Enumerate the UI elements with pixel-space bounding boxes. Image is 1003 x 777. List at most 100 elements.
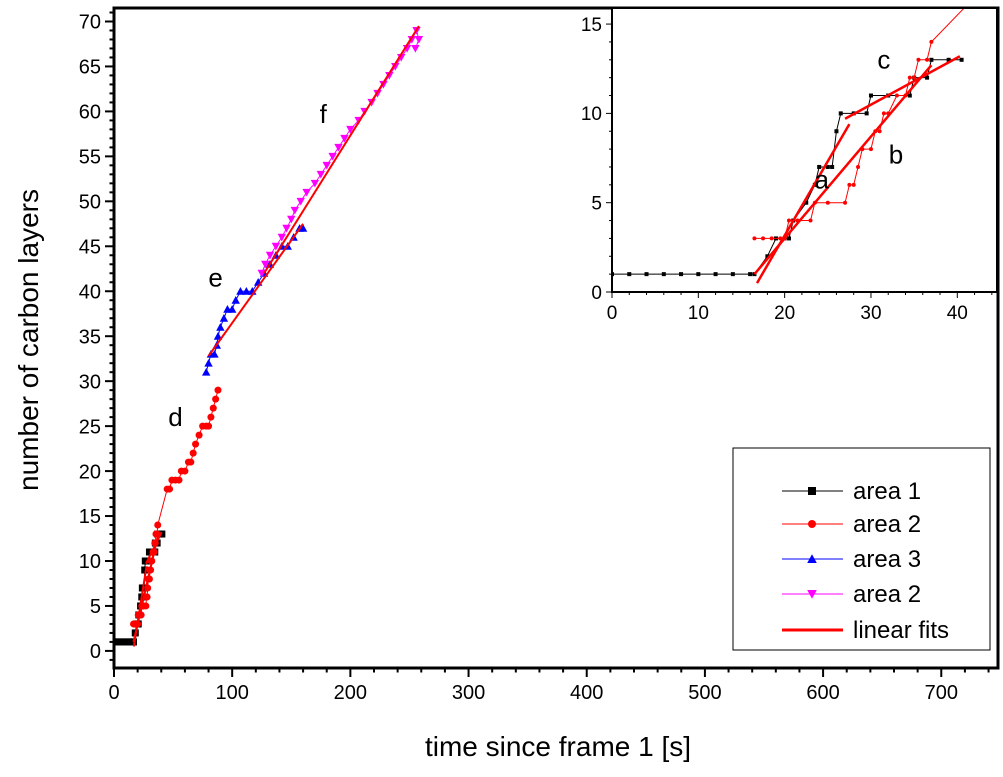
- y-tick-label: 45: [79, 236, 101, 258]
- y-tick-label: 40: [79, 281, 101, 303]
- data-point-series-2: [181, 467, 189, 475]
- y-tick-label: 35: [79, 326, 101, 348]
- x-tick-label: 0: [108, 682, 119, 704]
- data-point-series-1: [696, 272, 701, 277]
- legend-label: area 1: [853, 478, 921, 505]
- linear-fit-line: [207, 223, 304, 357]
- legend-label: linear fits: [853, 617, 949, 644]
- data-point-series-3: [298, 224, 308, 232]
- data-point-series-2: [847, 182, 852, 187]
- data-point-series-2: [187, 458, 195, 466]
- data-point-series-4: [287, 215, 296, 224]
- data-point-series-1: [786, 236, 791, 241]
- linear-fit-line: [132, 536, 159, 643]
- x-tick-label: 40: [947, 303, 968, 324]
- data-point-series-3: [219, 314, 229, 322]
- y-tick-label: 65: [79, 57, 101, 79]
- data-point-series-4: [340, 134, 349, 143]
- data-point-series-2: [769, 236, 774, 241]
- data-point-series-2: [868, 147, 873, 152]
- data-point-series-2: [825, 200, 830, 205]
- data-point-series-2: [209, 404, 217, 412]
- legend-marker: [808, 487, 816, 495]
- data-point-series-2: [752, 236, 757, 241]
- y-tick-label: 15: [79, 506, 101, 528]
- data-point-series-1: [661, 272, 666, 277]
- data-point-series-2: [843, 200, 848, 205]
- y-tick-label: 25: [79, 416, 101, 438]
- linear-fit-line: [145, 531, 163, 565]
- x-tick-label: 20: [774, 303, 795, 324]
- data-point-series-4: [282, 224, 291, 233]
- data-point-series-1: [140, 584, 148, 592]
- data-point-series-1: [713, 272, 718, 277]
- annotation-label-c: c: [877, 45, 890, 75]
- y-tick-label: 30: [79, 371, 101, 393]
- linear-fit-line: [263, 25, 420, 274]
- y-tick-label: 20: [79, 461, 101, 483]
- data-point-series-4: [414, 35, 424, 44]
- legend-marker: [808, 520, 816, 528]
- data-point-series-1: [627, 272, 632, 277]
- legend-label: area 3: [853, 546, 921, 573]
- x-tick-label: 300: [452, 682, 485, 704]
- annotation-label-e: e: [208, 263, 222, 293]
- data-point-series-4: [302, 188, 311, 197]
- data-point-series-4: [257, 269, 266, 278]
- data-point-series-4: [379, 80, 388, 89]
- legend-marker: [807, 590, 817, 599]
- data-point-series-1: [730, 272, 735, 277]
- x-tick-label: 10: [688, 303, 709, 324]
- data-point-series-4: [391, 62, 400, 71]
- data-point-series-2: [894, 93, 899, 98]
- data-point-series-4: [407, 35, 417, 44]
- data-point-series-2: [195, 431, 203, 439]
- data-point-series-1: [959, 57, 964, 62]
- data-point-series-1: [825, 164, 830, 169]
- data-point-series-4: [385, 71, 394, 80]
- annotation-label-b: b: [889, 139, 903, 169]
- data-point-series-1: [158, 530, 166, 538]
- plot-background: [612, 8, 997, 292]
- y-tick-label: 15: [581, 15, 602, 36]
- data-point-series-2: [916, 57, 921, 62]
- x-tick-label: 0: [607, 303, 618, 324]
- x-tick-label: 600: [806, 682, 839, 704]
- x-tick-label: 100: [215, 682, 248, 704]
- data-point-series-1: [830, 164, 835, 169]
- y-tick-label: 50: [79, 192, 101, 214]
- data-point-series-1: [864, 111, 869, 116]
- data-point-series-2: [214, 386, 222, 394]
- annotation-label-f: f: [320, 99, 328, 129]
- data-point-series-2: [877, 129, 882, 134]
- y-axis-label: number of carbon layers: [13, 189, 44, 491]
- data-point-series-3: [231, 296, 240, 304]
- data-point-series-2: [205, 422, 213, 430]
- y-tick-label: 0: [591, 283, 602, 304]
- data-layer: [114, 25, 424, 647]
- y-tick-label: 0: [90, 641, 101, 663]
- data-point-series-2: [189, 449, 197, 457]
- data-point-series-3: [236, 287, 245, 295]
- data-point-series-2: [851, 182, 856, 187]
- data-point-series-4: [346, 125, 355, 134]
- data-point-series-1: [748, 272, 753, 277]
- legend: area 1 area 2 area 3 area 2 linear fits: [732, 447, 991, 651]
- data-point-series-2: [175, 476, 183, 484]
- data-point-series-1: [868, 93, 873, 98]
- data-point-series-2: [154, 521, 162, 529]
- linear-fit-line: [753, 64, 933, 275]
- data-point-series-2: [207, 413, 215, 421]
- linear-fit-line: [755, 123, 851, 284]
- legend-box: [732, 447, 991, 651]
- y-tick-label: 10: [581, 104, 602, 125]
- data-point-series-4: [271, 242, 281, 251]
- data-point-series-4: [322, 161, 331, 170]
- annotation-label-a: a: [815, 164, 830, 194]
- data-point-series-1: [765, 254, 770, 259]
- data-point-series-4: [261, 260, 270, 269]
- data-point-series-1: [838, 111, 843, 116]
- data-point-series-1: [817, 164, 822, 169]
- data-point-series-1: [946, 57, 951, 62]
